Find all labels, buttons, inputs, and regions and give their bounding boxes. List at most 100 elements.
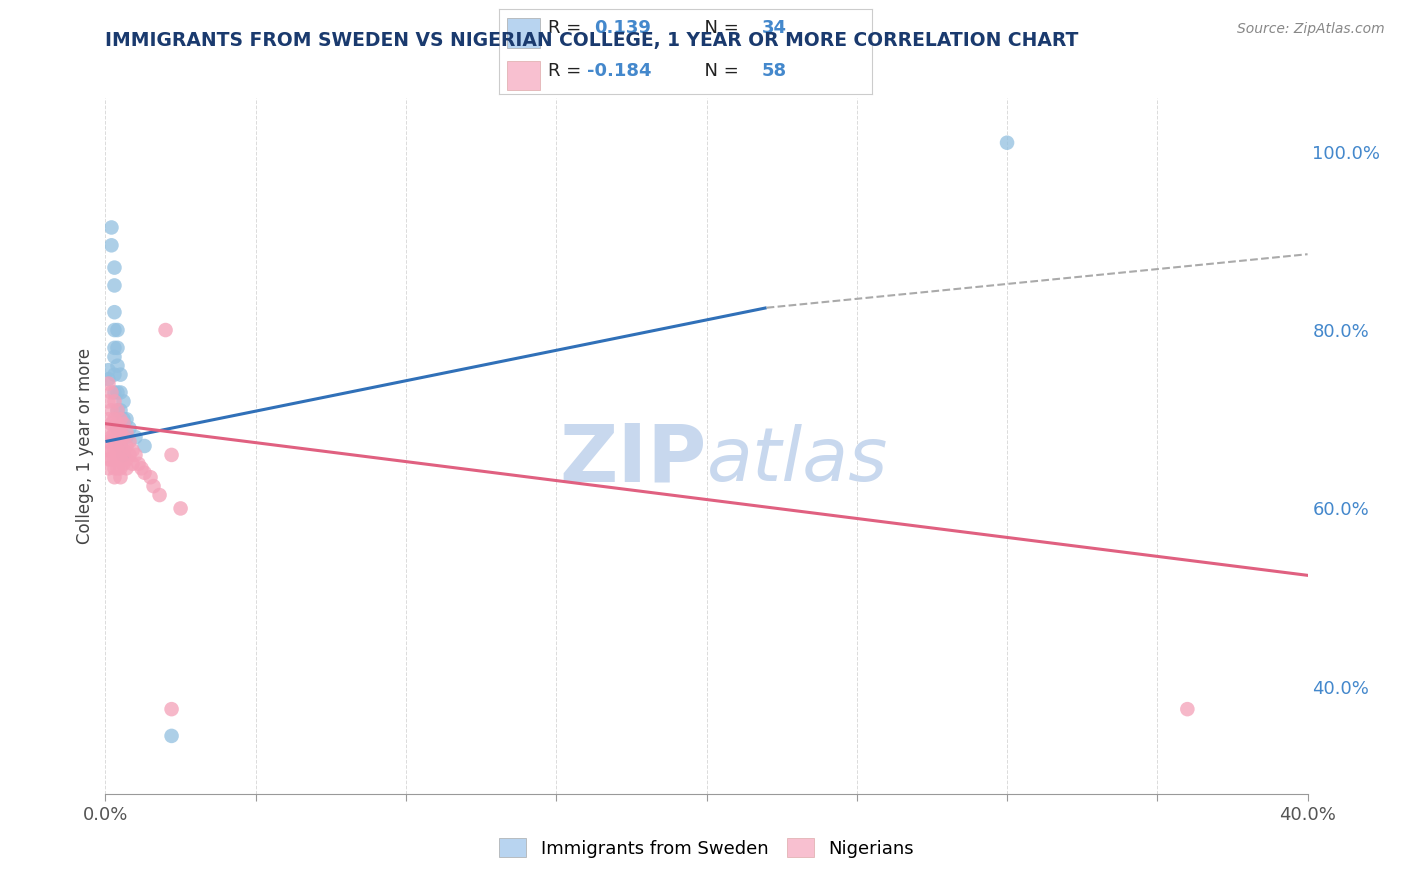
Point	[103, 412, 125, 426]
Point	[115, 412, 138, 426]
Point	[110, 403, 132, 417]
Point	[118, 421, 141, 435]
Point	[107, 452, 129, 467]
Point	[97, 363, 120, 377]
Point	[121, 457, 143, 471]
Text: atlas: atlas	[707, 424, 889, 496]
Point	[103, 350, 125, 364]
Point	[995, 136, 1018, 150]
Text: 34: 34	[762, 20, 787, 37]
Point	[103, 425, 125, 440]
Point	[110, 412, 132, 426]
Point	[107, 421, 129, 435]
Point	[103, 443, 125, 458]
Text: -0.184: -0.184	[586, 62, 651, 79]
Point	[131, 461, 153, 475]
Point	[110, 368, 132, 382]
Point	[100, 238, 122, 252]
Point	[112, 430, 135, 444]
Point	[112, 412, 135, 426]
Point	[160, 729, 183, 743]
Point	[115, 425, 138, 440]
Text: N =: N =	[693, 62, 744, 79]
Point	[103, 305, 125, 319]
Point	[97, 376, 120, 391]
Text: ZIP: ZIP	[560, 421, 707, 499]
Text: R =: R =	[547, 62, 586, 79]
Text: R =: R =	[547, 20, 592, 37]
Point	[134, 439, 156, 453]
Point	[103, 260, 125, 275]
Text: N =: N =	[693, 20, 744, 37]
Point	[97, 443, 120, 458]
Point	[115, 452, 138, 467]
Point	[110, 425, 132, 440]
Point	[97, 425, 120, 440]
Point	[148, 488, 170, 502]
Point	[160, 448, 183, 462]
Point	[110, 385, 132, 400]
Point	[103, 434, 125, 449]
Point	[124, 430, 146, 444]
Y-axis label: College, 1 year or more: College, 1 year or more	[76, 348, 94, 544]
Text: IMMIGRANTS FROM SWEDEN VS NIGERIAN COLLEGE, 1 YEAR OR MORE CORRELATION CHART: IMMIGRANTS FROM SWEDEN VS NIGERIAN COLLE…	[105, 31, 1078, 50]
Point	[100, 452, 122, 467]
Point	[97, 452, 120, 467]
Point	[110, 470, 132, 484]
Point	[100, 385, 122, 400]
Point	[142, 479, 165, 493]
Point	[110, 452, 132, 467]
Point	[100, 417, 122, 431]
Point	[110, 439, 132, 453]
Point	[115, 439, 138, 453]
Point	[97, 412, 120, 426]
Point	[112, 443, 135, 458]
Point	[103, 470, 125, 484]
Point	[112, 417, 135, 431]
Point	[155, 323, 177, 337]
Point	[100, 220, 122, 235]
Point	[115, 430, 138, 444]
Point	[100, 403, 122, 417]
Point	[134, 466, 156, 480]
Point	[103, 461, 125, 475]
Point	[103, 323, 125, 337]
Point	[121, 443, 143, 458]
Point	[103, 341, 125, 355]
Point	[128, 457, 150, 471]
Text: 0.139: 0.139	[595, 20, 651, 37]
Point	[107, 323, 129, 337]
Point	[107, 359, 129, 373]
Point	[97, 461, 120, 475]
Point	[107, 403, 129, 417]
Point	[124, 448, 146, 462]
Point	[112, 394, 135, 409]
Point	[110, 461, 132, 475]
Point	[103, 278, 125, 293]
Point	[1175, 702, 1198, 716]
Point	[107, 385, 129, 400]
Point	[103, 452, 125, 467]
Point	[139, 470, 162, 484]
Text: Source: ZipAtlas.com: Source: ZipAtlas.com	[1237, 22, 1385, 37]
Point	[160, 702, 183, 716]
Point	[107, 430, 129, 444]
Point	[107, 403, 129, 417]
Text: 58: 58	[762, 62, 787, 79]
Point	[110, 421, 132, 435]
Point	[97, 372, 120, 386]
Point	[107, 443, 129, 458]
Point	[100, 443, 122, 458]
Point	[100, 430, 122, 444]
Point	[112, 457, 135, 471]
Point	[118, 434, 141, 449]
Point	[112, 448, 135, 462]
Point	[110, 439, 132, 453]
Point	[107, 461, 129, 475]
Point	[115, 461, 138, 475]
Point	[103, 394, 125, 409]
Bar	[506, 61, 540, 90]
Point	[103, 368, 125, 382]
Point	[103, 385, 125, 400]
Bar	[506, 18, 540, 48]
